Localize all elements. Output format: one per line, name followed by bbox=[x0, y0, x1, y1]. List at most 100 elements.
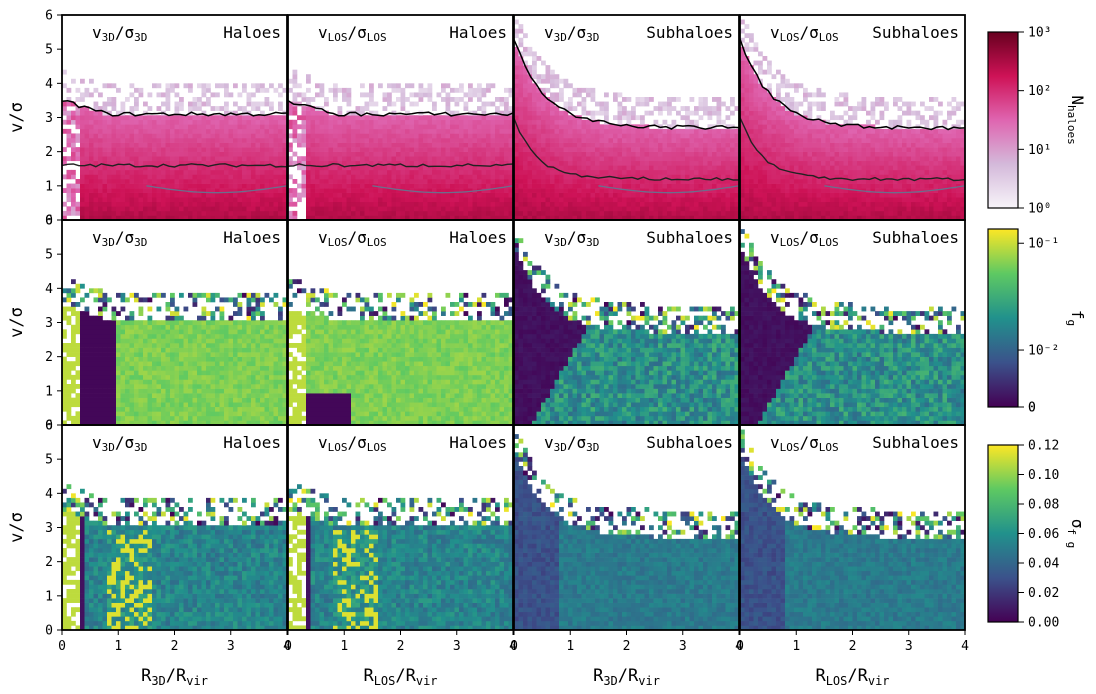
heatmap-cell bbox=[120, 192, 126, 198]
heatmap-cell bbox=[721, 156, 726, 162]
heatmap-cell bbox=[866, 179, 871, 184]
heatmap-cell bbox=[508, 179, 514, 184]
heatmap-cell bbox=[586, 210, 591, 216]
heatmap-cell bbox=[527, 133, 533, 139]
heatmap-cell bbox=[450, 133, 455, 139]
heatmap-cell bbox=[834, 151, 840, 157]
heatmap-cell bbox=[734, 197, 740, 203]
heatmap-cell bbox=[604, 110, 609, 116]
heatmap-cell bbox=[224, 101, 229, 107]
heatmap-cell bbox=[75, 124, 81, 130]
heatmap-cell bbox=[807, 106, 813, 111]
heatmap-cell bbox=[233, 210, 238, 216]
heatmap-cell bbox=[179, 101, 184, 107]
heatmap-cell bbox=[825, 192, 831, 198]
heatmap-cell bbox=[563, 83, 569, 89]
heatmap-cell bbox=[689, 165, 695, 171]
heatmap-cell bbox=[771, 138, 777, 143]
heatmap-cell bbox=[454, 206, 460, 212]
heatmap-cell bbox=[721, 128, 726, 134]
heatmap-cell bbox=[604, 183, 609, 189]
heatmap-cell bbox=[179, 174, 184, 180]
heatmap-cell bbox=[749, 147, 754, 152]
heatmap-cell bbox=[861, 215, 867, 221]
heatmap-cell bbox=[355, 128, 361, 134]
heatmap-cell bbox=[671, 206, 677, 212]
heatmap-cell bbox=[504, 169, 509, 175]
heatmap-cell bbox=[306, 74, 311, 80]
heatmap-cell bbox=[472, 115, 478, 121]
heatmap-cell bbox=[156, 210, 162, 216]
heatmap-cell bbox=[707, 110, 713, 116]
heatmap-cell bbox=[301, 115, 307, 121]
heatmap-cell bbox=[563, 147, 569, 152]
heatmap-cell bbox=[288, 87, 293, 93]
heatmap-cell bbox=[297, 138, 302, 143]
heatmap-cell bbox=[897, 97, 903, 102]
heatmap-cell bbox=[617, 160, 623, 166]
heatmap-cell bbox=[143, 174, 148, 180]
heatmap-cell bbox=[324, 197, 329, 203]
heatmap-cell bbox=[771, 197, 777, 203]
heatmap-cell bbox=[378, 169, 383, 175]
heatmap-cell bbox=[147, 210, 153, 216]
heatmap-cell bbox=[554, 151, 560, 157]
heatmap-cell bbox=[812, 165, 817, 171]
heatmap-cell bbox=[563, 156, 569, 162]
heatmap-cell bbox=[839, 197, 844, 203]
heatmap-cell bbox=[179, 169, 184, 175]
heatmap-cell bbox=[590, 188, 596, 193]
heatmap-cell bbox=[640, 133, 645, 139]
heatmap-cell bbox=[337, 151, 343, 157]
heatmap-cell bbox=[572, 174, 578, 180]
heatmap-cell bbox=[590, 201, 596, 207]
heatmap-cell bbox=[165, 156, 171, 162]
heatmap-cell bbox=[622, 215, 627, 221]
heatmap-cell bbox=[563, 160, 569, 166]
heatmap-cell bbox=[649, 215, 654, 221]
heatmap-cell bbox=[581, 106, 587, 111]
heatmap-cell bbox=[514, 151, 519, 157]
heatmap-cell bbox=[698, 174, 704, 180]
heatmap-cell bbox=[387, 92, 392, 98]
heatmap-cell bbox=[80, 119, 85, 125]
heatmap-cell bbox=[269, 83, 274, 89]
heatmap-cell bbox=[355, 179, 361, 184]
heatmap-cell bbox=[463, 206, 469, 212]
heatmap-cell bbox=[599, 160, 605, 166]
heatmap-cell bbox=[66, 188, 72, 193]
heatmap-cell bbox=[210, 138, 216, 143]
heatmap-cell bbox=[161, 156, 166, 162]
heatmap-cell bbox=[206, 201, 211, 207]
heatmap-cell bbox=[192, 97, 198, 102]
heatmap-cell bbox=[134, 156, 139, 162]
heatmap-cell bbox=[599, 188, 605, 193]
heatmap-cell bbox=[504, 201, 509, 207]
heatmap-cell bbox=[80, 97, 85, 102]
heatmap-cell bbox=[233, 83, 238, 89]
heatmap-cell bbox=[282, 215, 288, 221]
heatmap-cell bbox=[337, 201, 343, 207]
heatmap-cell bbox=[798, 169, 804, 175]
heatmap-cell bbox=[563, 106, 569, 111]
heatmap-cell bbox=[671, 169, 677, 175]
heatmap-cell bbox=[201, 147, 207, 152]
heatmap-cell bbox=[255, 106, 261, 111]
heatmap-cell bbox=[744, 206, 750, 212]
heatmap-cell bbox=[532, 124, 537, 130]
heatmap-cell bbox=[382, 115, 388, 121]
heatmap-cell bbox=[441, 174, 446, 180]
heatmap-cell bbox=[807, 188, 813, 193]
heatmap-cell bbox=[102, 156, 108, 162]
heatmap-cell bbox=[463, 133, 469, 139]
heatmap-cell bbox=[156, 119, 162, 125]
heatmap-cell bbox=[563, 151, 569, 157]
heatmap-cell bbox=[698, 179, 704, 184]
heatmap-cell bbox=[816, 119, 822, 125]
heatmap-cell bbox=[120, 119, 126, 125]
heatmap-cell bbox=[662, 179, 668, 184]
heatmap-cell bbox=[613, 92, 618, 98]
heatmap-cell bbox=[468, 138, 473, 143]
heatmap-cell bbox=[523, 201, 528, 207]
heatmap-cell bbox=[504, 179, 509, 184]
